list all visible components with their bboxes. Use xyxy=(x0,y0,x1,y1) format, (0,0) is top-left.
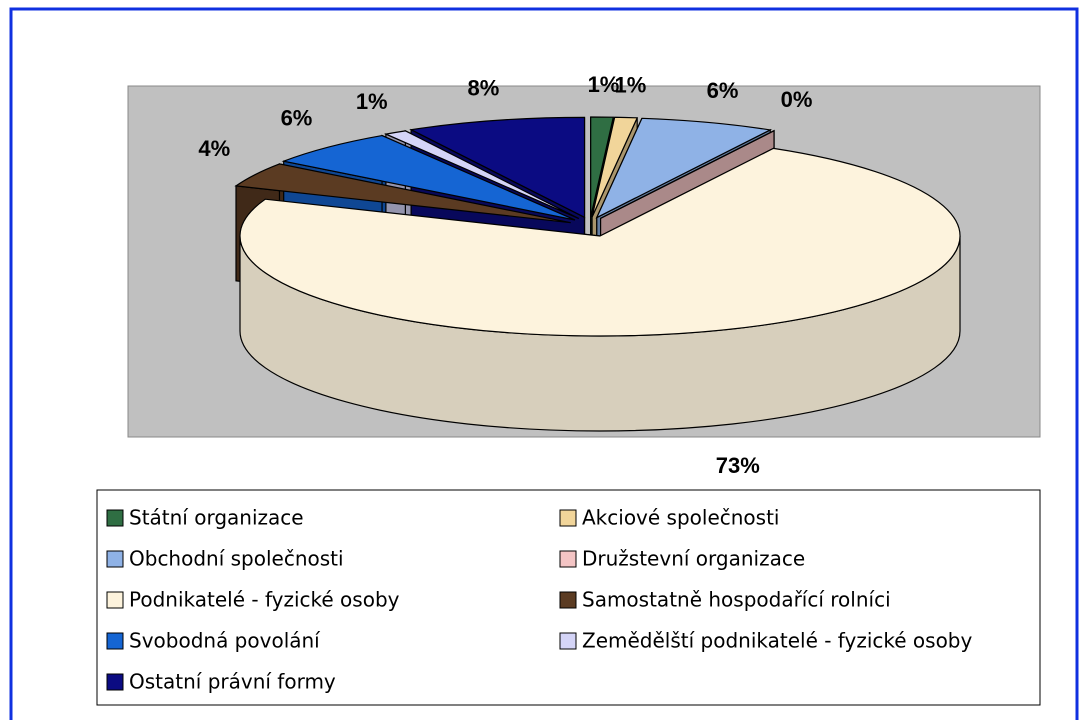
pie: 1%1% 6% 0%73%4%6%1%8% xyxy=(198,72,961,478)
data-label: 4% xyxy=(198,136,230,161)
legend-label: Akciové společnosti xyxy=(582,506,780,530)
slice xyxy=(409,116,586,219)
legend-label: Ostatní právní formy xyxy=(129,670,336,694)
legend-swatch xyxy=(106,632,124,650)
data-label: 1% xyxy=(356,89,388,114)
chart-border xyxy=(9,7,1079,720)
legend-label: Samostatně hospodařící rolníci xyxy=(582,588,891,612)
legend-swatch xyxy=(559,509,577,527)
legend-swatch xyxy=(106,509,124,527)
slice xyxy=(591,116,639,218)
legend-label: Podnikatelé - fyzické osoby xyxy=(129,588,400,612)
legend-swatch xyxy=(106,591,124,609)
data-label: 0% xyxy=(781,87,813,112)
legend-items: Státní organizace Akciové společnosti Obch… xyxy=(106,506,973,694)
data-label: 8% xyxy=(467,76,499,101)
slice xyxy=(595,117,773,219)
data-label: 1% xyxy=(614,72,646,97)
legend-swatch xyxy=(106,550,124,568)
legend-label: Svobodná povolání xyxy=(129,629,321,653)
slice xyxy=(281,134,576,221)
data-label: 1% xyxy=(588,72,620,97)
legend-label: Družstevní organizace xyxy=(582,547,805,571)
slice xyxy=(590,116,615,218)
legend-swatch xyxy=(106,673,124,691)
legend-label: Státní organizace xyxy=(129,506,304,530)
legend-swatch xyxy=(559,591,577,609)
legend-label: Obchodní společnosti xyxy=(129,547,344,571)
legend-swatch xyxy=(559,550,577,568)
data-label: 6% xyxy=(707,78,739,103)
legend-label: Zemědělští podnikatelé - fyzické osoby xyxy=(582,629,973,653)
data-label: 73% xyxy=(716,453,760,478)
slice xyxy=(383,130,580,220)
slice xyxy=(234,163,571,224)
data-label: 6% xyxy=(281,105,313,130)
legend-swatch xyxy=(559,632,577,650)
slice xyxy=(239,147,961,337)
